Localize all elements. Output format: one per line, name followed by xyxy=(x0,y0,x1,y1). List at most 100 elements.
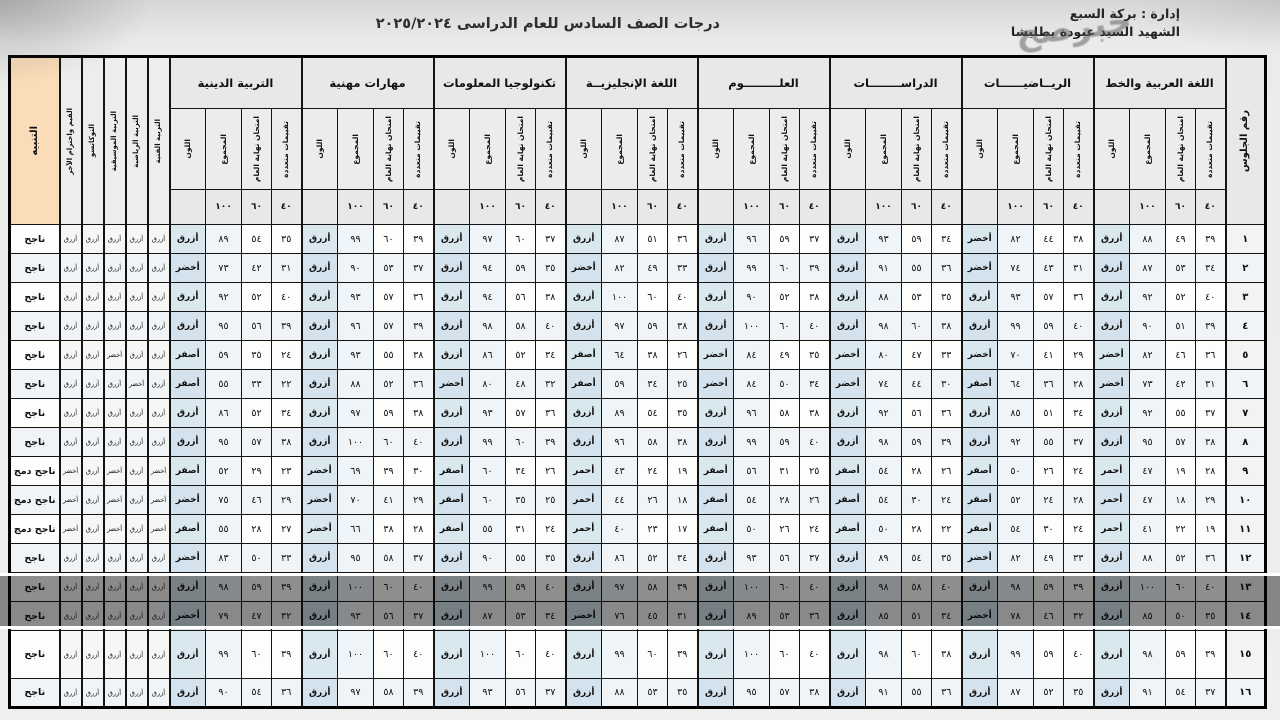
color-level-cell: أزرق xyxy=(301,572,338,602)
total-mark-cell: ١٠٠ xyxy=(337,572,374,602)
assessment-mark-cell: ٣٩ xyxy=(403,678,435,708)
activity-grade-cell: أزرق xyxy=(103,630,127,679)
color-level-cell: أخضر xyxy=(1093,369,1130,399)
color-level-cell: أزرق xyxy=(1093,630,1130,679)
total-mark-cell: ٨٩ xyxy=(865,543,902,573)
student-row: ١٢ ٣٦ ٥٢ ٨٨ أزرق ٣٣ ٤٩ ٨٢ أخضر ٣٥ ٥٤ ٨٩ أزرق ٣٧ ٥٦ ٩٣ أز… xyxy=(9,543,1267,573)
color-level-cell: أصفر xyxy=(169,369,206,399)
activity-grade-cell: أزرق xyxy=(81,253,105,283)
activity-grade-cell: أزرق xyxy=(81,630,105,679)
assessment-mark-cell: ٣٠ xyxy=(403,456,435,486)
seat-number-cell: ١٢ xyxy=(1225,543,1267,573)
color-level-cell: أزرق xyxy=(697,543,734,573)
exam-mark-cell: ٥١ xyxy=(1033,398,1064,428)
activity-grade-cell: أزرق xyxy=(59,253,83,283)
subject-subheader: امتحان نهاية العام xyxy=(769,108,800,190)
activity-grade-cell: أزرق xyxy=(103,369,127,399)
exam-mark-cell: ٦٠ xyxy=(505,224,536,254)
assessment-mark-cell: ٣٨ xyxy=(1195,427,1227,457)
activity-grade-cell: أزرق xyxy=(147,253,171,283)
total-mark-cell: ٥٥ xyxy=(205,369,242,399)
assessment-mark-cell: ٤٠ xyxy=(931,572,963,602)
assessment-mark-cell: ٣٤ xyxy=(931,601,963,631)
exam-mark-cell: ٥٥ xyxy=(1033,427,1064,457)
activity-header: التربية الموسيقية xyxy=(103,56,127,225)
total-mark-cell: ٩٣ xyxy=(337,282,374,312)
subject-subheader: المجموع xyxy=(865,108,902,190)
exam-mark-cell: ٤٥ xyxy=(637,601,668,631)
student-row: ٩ ٢٨ ١٩ ٤٧ أحمر ٢٤ ٢٦ ٥٠ أصفر ٢٦ ٢٨ ٥٤ أصفر ٢٥ ٣١ ٥٦ أصف… xyxy=(9,456,1267,486)
total-mark-cell: ٧٠ xyxy=(997,340,1034,370)
activity-grade-cell: أزرق xyxy=(147,572,171,602)
assessment-mark-cell: ٣٥ xyxy=(535,253,567,283)
subject-subheader: تقييمات متعددة xyxy=(403,108,435,190)
activity-grade-cell: أخضر xyxy=(103,456,127,486)
exam-mark-cell: ٢٩ xyxy=(241,456,272,486)
color-level-cell: أزرق xyxy=(169,678,206,708)
assessment-mark-cell: ٤٠ xyxy=(1063,311,1095,341)
exam-mark-cell: ٥٥ xyxy=(1165,398,1196,428)
activity-grade-cell: أزرق xyxy=(125,311,149,341)
total-mark-cell: ٩١ xyxy=(1129,678,1166,708)
exam-mark-cell: ٤٤ xyxy=(901,369,932,399)
total-mark-cell: ٩٩ xyxy=(469,427,506,457)
assessment-mark-cell: ٣٦ xyxy=(535,398,567,428)
total-mark-cell: ٨٢ xyxy=(997,543,1034,573)
assessment-mark-cell: ٣٤ xyxy=(1063,398,1095,428)
activity-grade-cell: أزرق xyxy=(81,224,105,254)
total-mark-cell: ١٠٠ xyxy=(733,630,770,679)
exam-mark-cell: ٣٩ xyxy=(373,456,404,486)
assessment-mark-cell: ٣٥ xyxy=(931,282,963,312)
activity-grade-cell: أخضر xyxy=(147,514,171,544)
activity-grade-cell: أزرق xyxy=(147,543,171,573)
assessment-mark-cell: ٣٦ xyxy=(1195,340,1227,370)
assessment-mark-cell: ٣٣ xyxy=(1063,543,1095,573)
exam-mark-cell: ٥٤ xyxy=(901,543,932,573)
total-mark-cell: ٩٧ xyxy=(337,398,374,428)
color-level-cell: أزرق xyxy=(565,427,602,457)
color-level-cell: أزرق xyxy=(169,282,206,312)
max-mark-cell: ٤٠ xyxy=(799,189,831,225)
total-mark-cell: ٩٣ xyxy=(865,224,902,254)
assessment-mark-cell: ٣٥ xyxy=(667,678,699,708)
exam-mark-cell: ٥٢ xyxy=(769,282,800,312)
color-level-cell: أخضر xyxy=(829,340,866,370)
assessment-mark-cell: ٣٧ xyxy=(799,543,831,573)
total-mark-cell: ٩٨ xyxy=(865,572,902,602)
subject-subheader: امتحان نهاية العام xyxy=(1165,108,1196,190)
color-level-cell: أصفر xyxy=(565,369,602,399)
assessment-mark-cell: ٣٦ xyxy=(931,398,963,428)
color-level-cell: أصفر xyxy=(169,456,206,486)
activity-grade-cell: أزرق xyxy=(103,601,127,631)
total-mark-cell: ٩٣ xyxy=(337,340,374,370)
max-mark-cell: ٤٠ xyxy=(403,189,435,225)
grades-table: رقم الجلوس اللغة العربية والخط الريــاضيــ… xyxy=(8,55,1267,709)
exam-mark-cell: ٥٣ xyxy=(373,253,404,283)
color-level-cell: أخضر xyxy=(433,369,470,399)
total-mark-cell: ٩٣ xyxy=(469,678,506,708)
assessment-mark-cell: ٣٤ xyxy=(535,601,567,631)
exam-mark-cell: ١٩ xyxy=(1165,456,1196,486)
total-mark-cell: ٨٩ xyxy=(601,398,638,428)
activity-grade-cell: أزرق xyxy=(59,543,83,573)
exam-mark-cell: ٦٠ xyxy=(769,253,800,283)
max-mark-cell xyxy=(565,189,602,225)
color-level-cell: أخضر xyxy=(961,224,998,254)
assessment-mark-cell: ٣٨ xyxy=(271,427,303,457)
activity-grade-cell: أزرق xyxy=(147,427,171,457)
assessment-mark-cell: ٤٠ xyxy=(403,572,435,602)
notice-cell: ناجح xyxy=(9,630,61,679)
exam-mark-cell: ٤٤ xyxy=(1033,224,1064,254)
max-mark-cell: ٤٠ xyxy=(535,189,567,225)
subject-subheader: المجموع xyxy=(205,108,242,190)
total-mark-cell: ٥٤ xyxy=(997,514,1034,544)
color-level-cell: أزرق xyxy=(1093,427,1130,457)
assessment-mark-cell: ٣٥ xyxy=(1063,678,1095,708)
exam-mark-cell: ٢٦ xyxy=(1033,456,1064,486)
exam-mark-cell: ٥٦ xyxy=(901,398,932,428)
max-mark-cell: ١٠٠ xyxy=(469,189,506,225)
exam-mark-cell: ٣٥ xyxy=(505,485,536,515)
total-mark-cell: ٩٩ xyxy=(733,427,770,457)
max-mark-cell: ٤٠ xyxy=(1195,189,1227,225)
total-mark-cell: ٤٤ xyxy=(601,485,638,515)
